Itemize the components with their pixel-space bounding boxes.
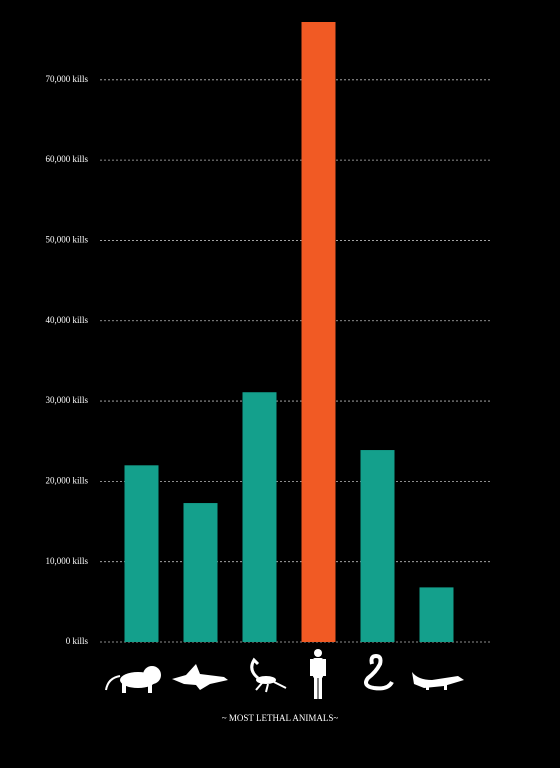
bar: [124, 465, 159, 642]
bar: [183, 503, 218, 642]
y-tick-label: 40,000 kills: [45, 315, 88, 325]
y-tick-label: 60,000 kills: [45, 154, 88, 164]
human-icon: [310, 649, 326, 699]
bar: [419, 587, 454, 642]
y-tick-label: 20,000 kills: [45, 475, 88, 485]
animal-icons: [105, 649, 464, 699]
y-tick-label: 30,000 kills: [45, 395, 88, 405]
y-tick-label: 50,000 kills: [45, 235, 88, 245]
scorpion-icon: [250, 657, 287, 693]
bar: [360, 450, 395, 642]
y-tick-label: 10,000 kills: [45, 556, 88, 566]
snake-icon: [364, 653, 394, 691]
lion-icon: [105, 666, 161, 693]
chart-title: ~ MOST LETHAL ANIMALS~: [222, 713, 339, 723]
bar: [242, 392, 277, 642]
y-tick-label: 0 kills: [66, 636, 89, 646]
y-tick-label: 70,000 kills: [45, 74, 88, 84]
bar: [301, 22, 336, 642]
shark-icon: [172, 664, 228, 690]
crocodile-icon: [412, 672, 464, 690]
